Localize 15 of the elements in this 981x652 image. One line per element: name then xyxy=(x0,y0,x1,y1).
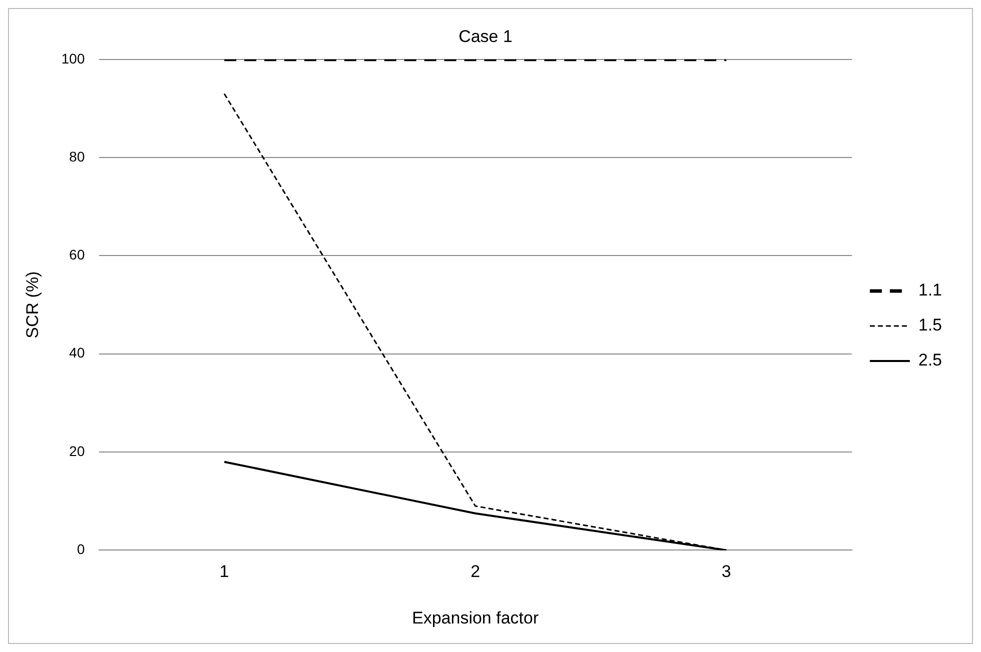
legend-label: 2.5 xyxy=(918,350,942,370)
x-axis-title: Expansion factor xyxy=(412,608,539,628)
y-tick-label: 60 xyxy=(69,246,85,263)
y-tick-label: 20 xyxy=(69,442,85,459)
y-tick-label: 100 xyxy=(61,50,85,66)
x-tick-label: 1 xyxy=(220,562,230,582)
chart-title: Case 1 xyxy=(458,26,512,46)
y-tick-label: 40 xyxy=(69,344,85,361)
x-tick-label: 2 xyxy=(470,562,480,582)
y-tick-label: 0 xyxy=(76,541,85,558)
y-tick-label: 80 xyxy=(69,148,85,164)
y-axis-title: SCR (%) xyxy=(22,271,42,338)
legend-label: 1.5 xyxy=(918,316,942,335)
legend-label: 1.1 xyxy=(918,280,942,300)
x-tick-label: 3 xyxy=(722,562,732,582)
